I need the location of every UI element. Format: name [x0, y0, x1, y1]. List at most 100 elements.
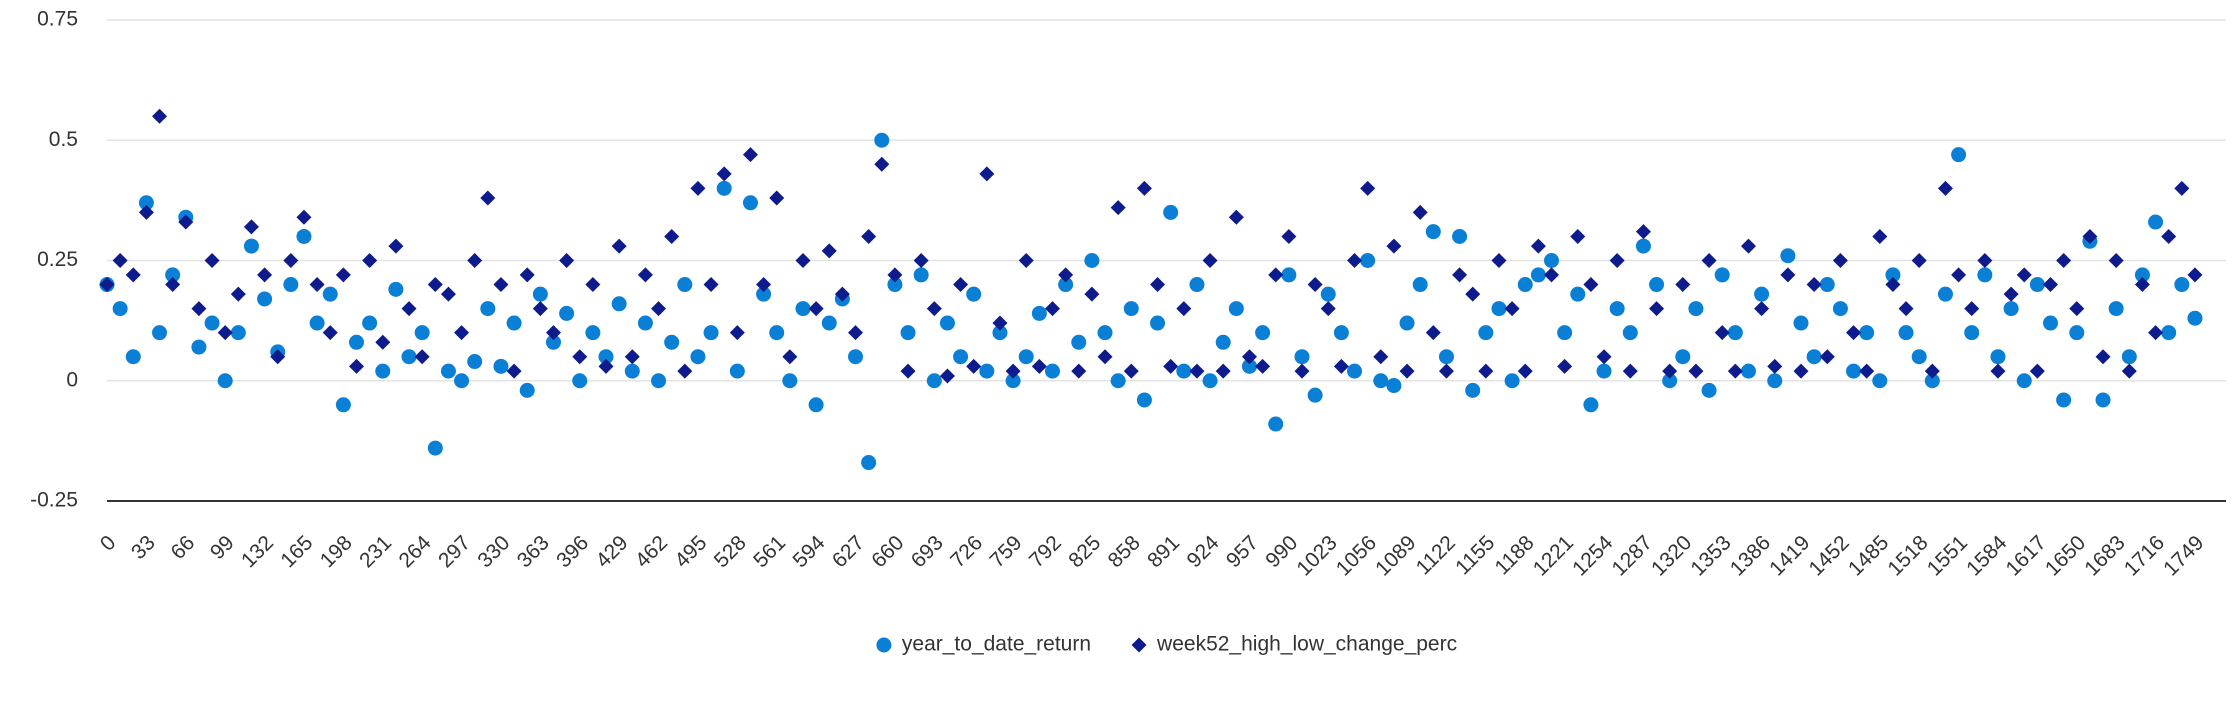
point — [2174, 277, 2190, 293]
point — [165, 277, 181, 293]
point — [414, 325, 430, 341]
point — [1307, 387, 1323, 403]
x-tick-label: 1320 — [1647, 531, 1696, 580]
point — [440, 363, 456, 379]
point — [874, 132, 890, 148]
point — [1714, 267, 1730, 283]
x-tick-label: 1287 — [1608, 531, 1657, 580]
point — [1990, 363, 2006, 379]
point — [401, 349, 417, 365]
point — [1819, 277, 1835, 293]
point — [2095, 349, 2111, 365]
point — [309, 277, 325, 293]
point — [1885, 267, 1901, 283]
x-tick-label: 1188 — [1490, 531, 1538, 579]
x-tick-label: 1353 — [1686, 531, 1735, 580]
x-tick-label: 396 — [552, 531, 593, 572]
point — [1517, 363, 1533, 379]
point — [1583, 277, 1599, 293]
point — [953, 277, 969, 293]
x-tick-label: 891 — [1143, 531, 1184, 572]
point — [1465, 286, 1481, 302]
point — [401, 301, 417, 317]
point — [1964, 301, 1980, 317]
point — [1649, 277, 1665, 293]
point — [624, 349, 640, 365]
point — [375, 363, 391, 379]
point — [1635, 238, 1651, 254]
x-tick-label: 1221 — [1529, 531, 1578, 580]
point — [1596, 349, 1612, 365]
point — [1622, 325, 1638, 341]
point — [1911, 253, 1927, 268]
point — [125, 267, 141, 283]
point — [1806, 349, 1822, 365]
point — [1360, 253, 1376, 268]
point — [388, 238, 404, 254]
x-tick-label: 33 — [127, 531, 160, 564]
point — [1215, 363, 1231, 379]
point — [1097, 349, 1113, 365]
point — [349, 334, 365, 350]
point — [939, 315, 955, 331]
point — [296, 228, 312, 244]
point — [703, 325, 719, 341]
point — [1544, 253, 1560, 268]
point — [953, 349, 969, 365]
point — [1793, 315, 1809, 331]
point — [1478, 363, 1494, 379]
point — [585, 277, 601, 293]
point — [769, 190, 785, 206]
point — [1793, 363, 1809, 379]
point — [545, 334, 561, 350]
point — [1425, 325, 1441, 341]
point — [257, 291, 273, 307]
point — [532, 301, 548, 317]
x-tick-label: 924 — [1182, 531, 1223, 572]
point — [1504, 373, 1520, 389]
point — [598, 349, 614, 365]
point — [112, 301, 128, 317]
point — [519, 382, 535, 398]
point — [677, 363, 693, 379]
point — [585, 325, 601, 341]
point — [1452, 228, 1468, 244]
point — [138, 195, 154, 211]
point — [1018, 253, 1034, 268]
point — [1058, 267, 1074, 283]
point — [979, 363, 995, 379]
point — [1347, 363, 1363, 379]
point — [1438, 363, 1454, 379]
point — [900, 363, 916, 379]
point — [165, 267, 181, 283]
point — [2043, 277, 2059, 293]
x-tick-label: 1254 — [1568, 531, 1618, 581]
point — [1333, 358, 1349, 374]
point — [1478, 325, 1494, 341]
point — [532, 286, 548, 302]
point — [1150, 277, 1166, 293]
x-tick-label: 1452 — [1805, 531, 1854, 580]
point — [874, 156, 890, 172]
x-tick-label: 462 — [631, 531, 672, 572]
point — [1898, 325, 1914, 341]
point — [480, 190, 496, 206]
point — [1832, 301, 1848, 317]
point — [1701, 253, 1717, 268]
legend-marker — [876, 637, 892, 653]
point — [545, 325, 561, 341]
point — [1163, 204, 1179, 220]
series — [99, 108, 2203, 384]
x-tick-label: 1155 — [1451, 531, 1499, 579]
x-tick-label: 1584 — [1962, 531, 2012, 581]
point — [1557, 325, 1573, 341]
point — [1044, 301, 1060, 317]
point — [2003, 286, 2019, 302]
point — [375, 334, 391, 350]
point — [1740, 363, 1756, 379]
point — [2108, 253, 2124, 268]
point — [1872, 228, 1888, 244]
point — [716, 166, 732, 182]
point — [1859, 363, 1875, 379]
x-tick-label: 330 — [473, 531, 514, 572]
